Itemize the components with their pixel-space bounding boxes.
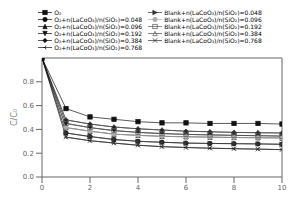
svg-text:8: 8 <box>232 184 236 192</box>
html-text:Blank+n(LaCoO₃)/n(SiO₂)=0.384: Blank+n(LaCoO₃)/n(SiO₂)=0.384 <box>164 30 262 37</box>
svg-text:C/C₀: C/C₀ <box>10 109 19 126</box>
html-text:O₂+n(LaCoO₃)/n(SiO₂)=0.048: O₂+n(LaCoO₃)/n(SiO₂)=0.048 <box>54 16 143 23</box>
svg-text:10: 10 <box>278 184 287 192</box>
html-text:O₂+n(LaCoO₃)/n(SiO₂)=0.384: O₂+n(LaCoO₃)/n(SiO₂)=0.384 <box>54 37 143 44</box>
svg-text:0.2: 0.2 <box>23 150 34 158</box>
html-text:Blank+n(LaCoO₃)/n(SiO₂)=0.192: Blank+n(LaCoO₃)/n(SiO₂)=0.192 <box>164 23 262 30</box>
svg-text:2: 2 <box>88 184 92 192</box>
svg-text:0.4: 0.4 <box>23 126 35 134</box>
svg-text:0: 0 <box>40 184 44 192</box>
svg-text:0.8: 0.8 <box>23 78 34 86</box>
html-text:O₂+n(LaCoO₃)/n(SiO₂)=0.096: O₂+n(LaCoO₃)/n(SiO₂)=0.096 <box>54 23 143 30</box>
html-text:Blank+n(LaCoO₃)/n(SiO₂)=0.768: Blank+n(LaCoO₃)/n(SiO₂)=0.768 <box>164 37 262 44</box>
html-text:Blank+n(LaCoO₃)/n(SiO₂)=0.096: Blank+n(LaCoO₃)/n(SiO₂)=0.096 <box>164 16 262 23</box>
svg-text:6: 6 <box>184 184 189 192</box>
html-text:O₂+n(LaCoO₃)/n(SiO₂)=0.768: O₂+n(LaCoO₃)/n(SiO₂)=0.768 <box>54 44 143 51</box>
html-text:O₂+n(LaCoO₃)/n(SiO₂)=0.192: O₂+n(LaCoO₃)/n(SiO₂)=0.192 <box>54 30 143 37</box>
html-text:Blank+n(LaCoO₃)/n(SiO₂)=0.048: Blank+n(LaCoO₃)/n(SiO₂)=0.048 <box>164 9 262 16</box>
svg-text:4: 4 <box>136 184 141 192</box>
html-text:O₂: O₂ <box>54 9 62 16</box>
svg-text:0.6: 0.6 <box>23 102 35 110</box>
svg-text:0.0: 0.0 <box>23 173 34 181</box>
